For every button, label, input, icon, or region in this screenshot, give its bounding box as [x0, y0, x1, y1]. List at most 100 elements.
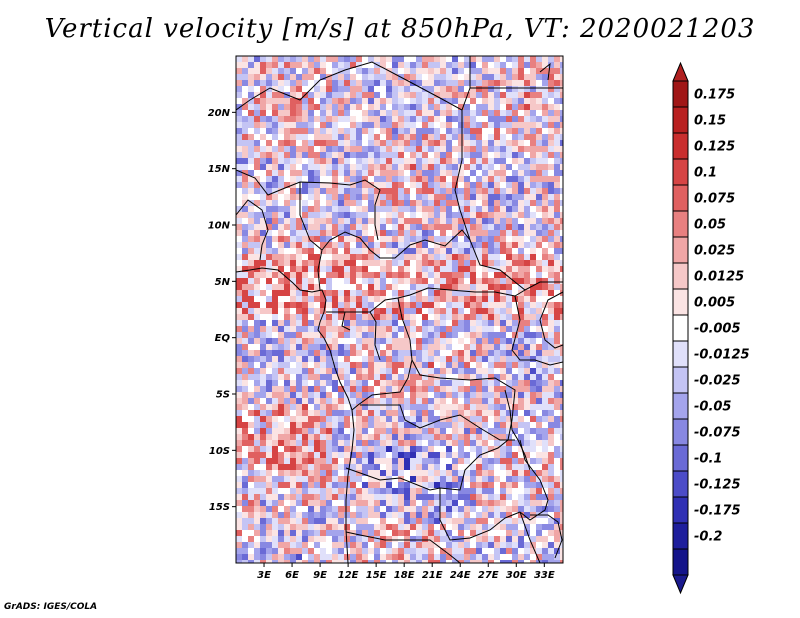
- field-cell: [446, 410, 452, 416]
- field-cell: [284, 536, 290, 542]
- field-cell: [272, 356, 278, 362]
- field-cell: [236, 134, 242, 140]
- field-cell: [248, 518, 254, 524]
- field-cell: [446, 224, 452, 230]
- field-cell: [464, 446, 470, 452]
- field-cell: [278, 482, 284, 488]
- field-cell: [434, 248, 440, 254]
- field-cell: [458, 554, 464, 560]
- field-cell: [476, 326, 482, 332]
- field-cell: [344, 506, 350, 512]
- field-cell: [440, 290, 446, 296]
- field-cell: [416, 560, 422, 563]
- field-cell: [254, 368, 260, 374]
- field-cell: [380, 176, 386, 182]
- field-cell: [284, 512, 290, 518]
- field-cell: [254, 350, 260, 356]
- field-cell: [500, 218, 506, 224]
- field-cell: [470, 356, 476, 362]
- field-cell: [470, 128, 476, 134]
- field-cell: [446, 446, 452, 452]
- field-cell: [470, 146, 476, 152]
- field-cell: [422, 176, 428, 182]
- field-cell: [470, 248, 476, 254]
- field-cell: [236, 560, 242, 563]
- field-cell: [476, 560, 482, 563]
- field-cell: [536, 446, 542, 452]
- field-cell: [278, 230, 284, 236]
- field-cell: [476, 116, 482, 122]
- field-cell: [500, 206, 506, 212]
- field-cell: [386, 518, 392, 524]
- field-cell: [284, 182, 290, 188]
- field-cell: [506, 338, 512, 344]
- field-cell: [542, 326, 548, 332]
- field-cell: [422, 542, 428, 548]
- field-cell: [494, 134, 500, 140]
- field-cell: [404, 212, 410, 218]
- field-cell: [302, 488, 308, 494]
- field-cell: [530, 98, 536, 104]
- field-cell: [518, 68, 524, 74]
- field-cell: [260, 110, 266, 116]
- field-cell: [422, 344, 428, 350]
- field-cell: [530, 446, 536, 452]
- field-cell: [506, 218, 512, 224]
- field-cell: [356, 422, 362, 428]
- field-cell: [356, 458, 362, 464]
- field-cell: [416, 164, 422, 170]
- field-cell: [374, 356, 380, 362]
- field-cell: [422, 218, 428, 224]
- field-cell: [302, 182, 308, 188]
- field-cell: [386, 260, 392, 266]
- field-cell: [404, 512, 410, 518]
- field-cell: [272, 260, 278, 266]
- field-cell: [350, 176, 356, 182]
- field-cell: [476, 416, 482, 422]
- field-cell: [362, 140, 368, 146]
- field-cell: [290, 512, 296, 518]
- field-cell: [398, 476, 404, 482]
- colorbar-bottom-arrow: [672, 574, 689, 595]
- field-cell: [464, 404, 470, 410]
- field-cell: [512, 332, 518, 338]
- lon-tick-label: 27E: [478, 570, 499, 581]
- field-cell: [542, 560, 548, 563]
- field-cell: [344, 554, 350, 560]
- field-cell: [488, 98, 494, 104]
- field-cell: [440, 68, 446, 74]
- field-cell: [560, 512, 563, 518]
- field-cell: [494, 488, 500, 494]
- colorbar-label: 0.125: [694, 140, 735, 155]
- field-cell: [536, 134, 542, 140]
- field-cell: [530, 266, 536, 272]
- field-cell: [362, 98, 368, 104]
- field-cell: [398, 554, 404, 560]
- field-cell: [512, 536, 518, 542]
- field-cell: [272, 518, 278, 524]
- field-cell: [446, 62, 452, 68]
- field-cell: [302, 260, 308, 266]
- field-cell: [392, 554, 398, 560]
- field-cell: [536, 260, 542, 266]
- field-cell: [296, 332, 302, 338]
- field-cell: [254, 152, 260, 158]
- field-cell: [482, 218, 488, 224]
- field-cell: [350, 518, 356, 524]
- field-cell: [314, 392, 320, 398]
- field-cell: [530, 458, 536, 464]
- field-cell: [452, 92, 458, 98]
- field-cell: [248, 296, 254, 302]
- field-cell: [560, 554, 563, 560]
- field-cell: [278, 386, 284, 392]
- field-cell: [302, 494, 308, 500]
- field-cell: [476, 248, 482, 254]
- field-cell: [560, 236, 563, 242]
- field-cell: [416, 338, 422, 344]
- field-cell: [332, 332, 338, 338]
- field-cell: [464, 500, 470, 506]
- field-cell: [272, 176, 278, 182]
- field-cell: [248, 146, 254, 152]
- field-cell: [524, 512, 530, 518]
- field-cell: [344, 308, 350, 314]
